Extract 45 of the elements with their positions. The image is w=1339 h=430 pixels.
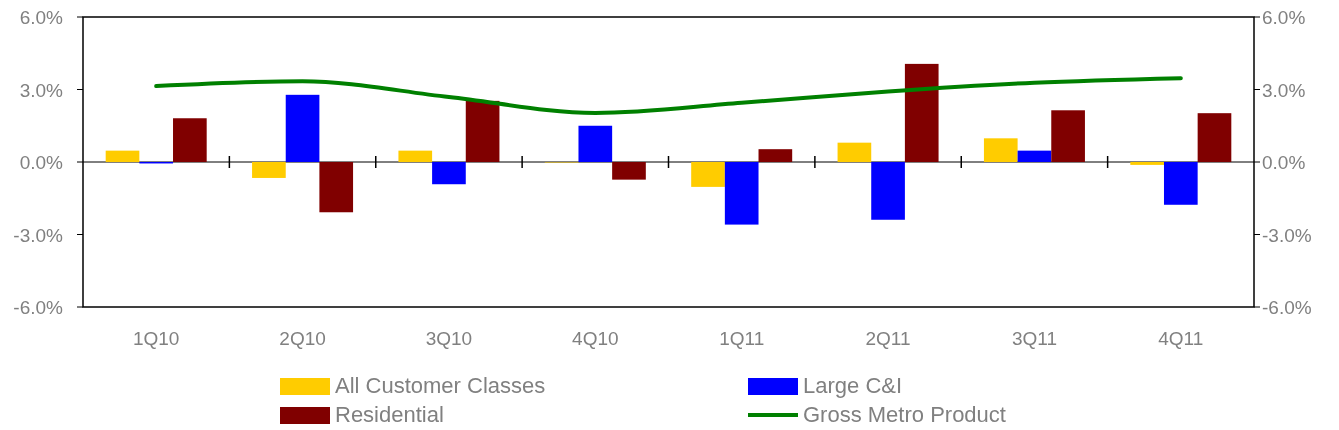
y2-tick-label: 0.0%	[1262, 152, 1306, 173]
legend-label: Large C&I	[803, 373, 903, 398]
legend-label: All Customer Classes	[335, 373, 546, 398]
bar	[1163, 162, 1198, 205]
bar	[285, 94, 320, 162]
bar	[612, 162, 646, 180]
x-tick-label: 4Q10	[572, 328, 619, 349]
legend-label: Residential	[335, 402, 444, 427]
x-tick-label: 2Q11	[865, 328, 911, 349]
y2-tick-label: 3.0%	[1262, 79, 1306, 101]
y-tick-label: 0.0%	[19, 152, 64, 173]
y2-tick-label: -3.0%	[1262, 224, 1312, 246]
x-tick-label: 3Q11	[1011, 328, 1057, 349]
bar	[983, 138, 1018, 162]
y2-tick-label: -6.0%	[1262, 297, 1312, 318]
bar	[252, 162, 286, 178]
bar	[1017, 150, 1052, 162]
y2-tick-label: 6.0%	[1262, 7, 1306, 28]
line-series	[154, 76, 1183, 115]
y-tick-label: -3.0%	[13, 224, 64, 246]
bar	[173, 118, 207, 162]
y-tick-label: -6.0%	[13, 297, 64, 318]
bar	[724, 162, 759, 225]
x-tick-label: 2Q10	[279, 328, 326, 349]
bar	[1051, 110, 1085, 162]
bar	[319, 162, 354, 213]
x-tick-label: 4Q11	[1158, 328, 1204, 349]
y-tick-label: 6.0%	[19, 7, 64, 28]
bar	[691, 162, 725, 187]
x-tick-label: 1Q11	[719, 328, 765, 349]
bar	[578, 125, 613, 162]
bar	[837, 142, 872, 162]
legend-label: Gross Metro Product	[803, 402, 1006, 427]
bar	[432, 162, 466, 185]
x-tick-label: 1Q10	[132, 328, 180, 349]
bar	[1197, 113, 1232, 162]
bar	[105, 150, 140, 162]
bar	[465, 100, 500, 162]
bar	[758, 149, 793, 162]
bar	[871, 162, 905, 220]
bar	[398, 150, 433, 162]
y-tick-label: 3.0%	[19, 79, 64, 101]
bar	[904, 63, 939, 162]
x-tick-label: 3Q10	[425, 328, 473, 349]
bar	[1130, 162, 1164, 165]
